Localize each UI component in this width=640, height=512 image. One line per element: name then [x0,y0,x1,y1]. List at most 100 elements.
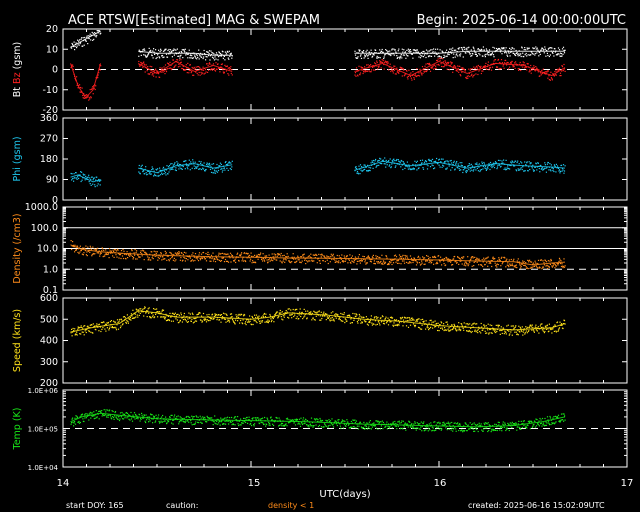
data-point [179,166,181,168]
data-point [162,414,164,417]
data-point [480,332,482,334]
data-point [456,326,458,328]
data-point [284,258,286,260]
data-point [291,261,293,263]
data-point [178,252,180,254]
data-point [342,260,344,262]
data-point [457,67,459,70]
data-point [352,261,354,263]
data-point [411,259,414,261]
data-point [500,329,502,331]
data-point [408,262,410,264]
data-point [223,54,225,57]
data-point [144,71,146,73]
data-point [293,256,295,258]
data-point [171,422,173,424]
data-point [80,180,82,183]
data-point [169,49,172,51]
data-point [453,258,455,260]
data-point [221,63,223,65]
data-point [392,324,394,326]
data-point [525,52,527,55]
data-point [443,323,445,325]
data-point [356,74,359,76]
data-point [196,256,198,258]
data-point [369,170,371,172]
data-point [105,411,107,413]
data-point [487,329,489,331]
data-point [425,70,428,73]
data-point [527,268,529,270]
data-point [167,173,169,175]
data-point [144,168,146,170]
data-point [193,423,195,425]
data-point [160,252,162,254]
data-point [357,56,359,58]
data-point [234,258,236,260]
data-point [285,312,287,314]
data-point [248,320,250,322]
data-point [336,313,338,315]
data-point [281,261,283,263]
data-point [416,51,418,53]
data-point [490,332,492,334]
data-point [535,48,537,50]
data-point [303,316,305,318]
data-point [212,424,214,426]
data-point [146,254,148,256]
data-point [540,323,542,325]
data-point [155,313,157,315]
data-point [380,263,382,265]
data-point [251,262,253,264]
data-point [126,314,128,316]
data-point [364,71,366,73]
data-point [173,416,175,418]
data-point [227,420,229,422]
data-point [168,48,170,51]
data-point [372,254,374,256]
data-point [480,164,482,166]
data-point [148,52,150,55]
data-point [156,311,158,313]
data-point [159,51,161,53]
data-point [153,70,155,72]
data-point [274,314,276,316]
data-point [544,73,546,75]
data-point [220,163,222,165]
data-point [114,249,117,251]
data-point [170,69,173,71]
data-point [235,261,237,264]
data-point [408,49,410,51]
data-point [526,161,528,163]
data-point [492,54,495,56]
data-point [540,72,542,74]
data-point [170,316,172,318]
data-point [76,76,78,78]
data-point [250,258,252,260]
data-point [464,48,466,50]
data-point [315,424,317,426]
data-point [350,317,352,319]
data-point [142,311,144,313]
data-point [155,420,157,422]
data-point [280,312,282,314]
data-point [471,256,473,258]
data-point [78,247,81,249]
data-point [178,63,180,65]
data-point [82,247,84,249]
data-point [452,328,454,331]
data-point [280,252,282,255]
data-point [436,322,438,325]
data-point [231,316,233,318]
data-point [546,70,548,72]
data-point [340,257,342,259]
data-point [492,46,494,48]
data-point [543,332,545,334]
data-point [418,259,420,261]
data-point [481,49,483,51]
data-point [174,418,176,420]
data-point [407,317,409,319]
data-point [283,313,285,315]
data-point [282,315,284,317]
data-point [414,49,416,52]
